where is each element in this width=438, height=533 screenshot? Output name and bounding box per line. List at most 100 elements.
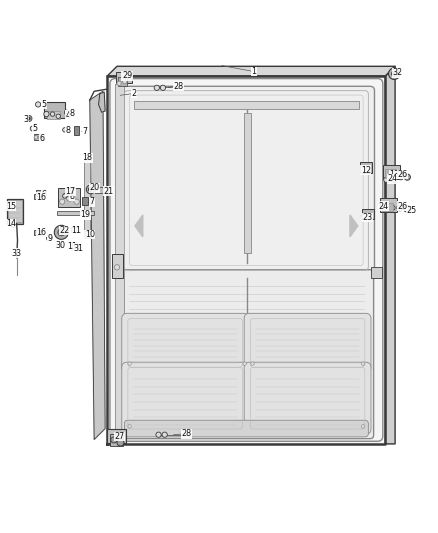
Circle shape [362, 214, 367, 218]
Text: 3: 3 [24, 115, 29, 124]
Circle shape [243, 362, 246, 366]
Text: 11: 11 [67, 243, 77, 251]
FancyBboxPatch shape [122, 362, 249, 434]
Text: 2: 2 [131, 89, 136, 98]
Circle shape [397, 205, 403, 211]
Circle shape [366, 168, 370, 172]
Text: 18: 18 [83, 154, 92, 163]
Text: 11: 11 [72, 226, 81, 235]
Bar [362, 209, 374, 219]
FancyBboxPatch shape [124, 420, 368, 437]
Text: 7: 7 [89, 197, 95, 206]
Bar [383, 165, 400, 179]
Circle shape [162, 432, 167, 437]
Text: 8: 8 [65, 126, 71, 135]
Polygon shape [350, 215, 358, 237]
Circle shape [50, 112, 55, 116]
Bar [57, 211, 94, 215]
Text: 22: 22 [60, 226, 70, 235]
Circle shape [60, 199, 65, 204]
Bar [36, 190, 45, 197]
FancyBboxPatch shape [118, 86, 374, 276]
Bar [84, 231, 91, 238]
Circle shape [64, 110, 69, 115]
Circle shape [86, 185, 95, 194]
Bar [112, 254, 123, 278]
Text: 6: 6 [39, 134, 44, 143]
Circle shape [398, 174, 404, 180]
Polygon shape [385, 66, 395, 444]
Text: 12: 12 [360, 166, 371, 175]
Circle shape [111, 437, 117, 443]
Bar [74, 126, 79, 135]
Bar [84, 155, 90, 233]
Bar [115, 84, 124, 436]
Circle shape [117, 81, 121, 86]
Bar [371, 268, 382, 278]
Bar [7, 199, 23, 223]
Text: 26: 26 [397, 170, 407, 179]
Text: 5: 5 [41, 100, 46, 109]
Circle shape [11, 222, 16, 228]
Text: 7: 7 [83, 127, 88, 136]
Circle shape [67, 196, 72, 201]
Circle shape [360, 167, 365, 172]
Text: 28: 28 [173, 82, 184, 91]
FancyBboxPatch shape [244, 313, 371, 373]
Circle shape [389, 68, 400, 79]
Circle shape [154, 85, 159, 91]
Circle shape [44, 111, 49, 117]
FancyBboxPatch shape [122, 313, 249, 373]
Text: 25: 25 [406, 206, 417, 215]
Text: 9: 9 [48, 233, 53, 243]
Text: 8: 8 [70, 192, 75, 201]
Text: 20: 20 [89, 183, 99, 192]
Bar [72, 244, 79, 250]
Text: 15: 15 [6, 201, 16, 211]
Circle shape [114, 265, 120, 270]
Text: 33: 33 [12, 249, 21, 258]
Bar [244, 112, 251, 254]
Bar [360, 162, 372, 173]
Text: 16: 16 [37, 193, 46, 202]
Circle shape [384, 177, 389, 182]
Text: 13: 13 [389, 170, 399, 179]
Circle shape [392, 71, 397, 76]
Bar [82, 197, 88, 205]
Bar [110, 434, 123, 446]
Circle shape [56, 114, 60, 118]
Bar [47, 110, 60, 119]
Text: 28: 28 [181, 429, 191, 438]
Bar [95, 187, 103, 193]
Bar [116, 72, 132, 84]
Text: 6: 6 [41, 190, 46, 199]
Circle shape [123, 79, 127, 84]
Circle shape [251, 362, 254, 366]
Circle shape [63, 128, 67, 132]
Circle shape [128, 425, 131, 428]
Text: 1: 1 [251, 67, 257, 76]
Polygon shape [135, 215, 143, 237]
Text: 21: 21 [103, 187, 114, 196]
Circle shape [383, 205, 388, 211]
Text: 24: 24 [387, 174, 397, 183]
Bar [34, 194, 41, 199]
Circle shape [128, 362, 131, 366]
Bar [34, 134, 44, 140]
Bar [107, 429, 126, 442]
Circle shape [58, 229, 65, 236]
Bar [58, 188, 80, 207]
Text: 17: 17 [65, 187, 75, 196]
Bar [34, 230, 41, 235]
Circle shape [361, 362, 365, 366]
Bar [8, 200, 22, 222]
Text: 5: 5 [32, 124, 38, 133]
Text: 29: 29 [122, 71, 132, 80]
Bar [71, 227, 78, 232]
Bar [382, 203, 393, 211]
Bar [385, 169, 396, 178]
Text: 16: 16 [37, 228, 46, 237]
Text: 10: 10 [85, 230, 95, 239]
Circle shape [34, 135, 38, 139]
Polygon shape [90, 91, 105, 440]
